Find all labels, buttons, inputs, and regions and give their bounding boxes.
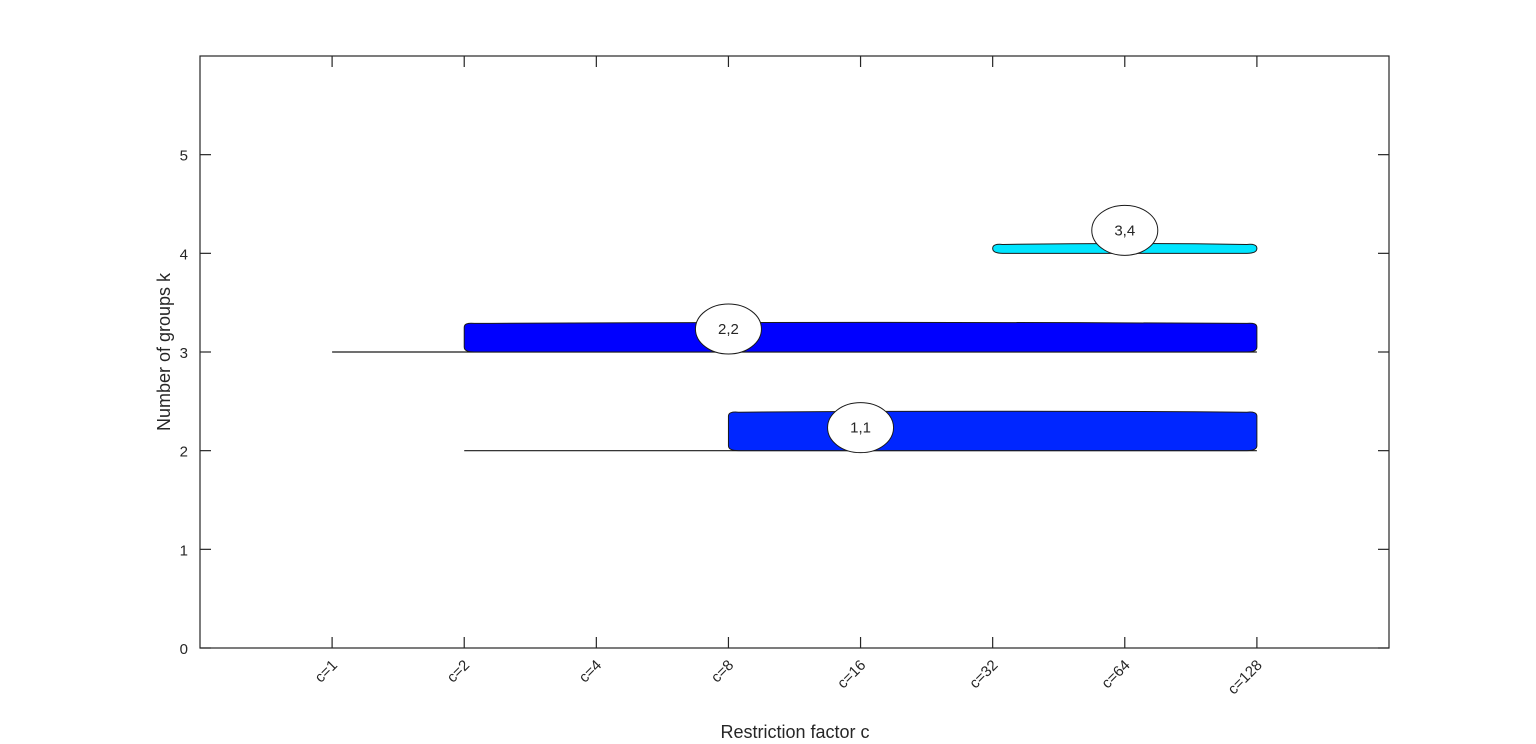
x-axis-label: Restriction factor c	[720, 722, 869, 742]
x-tick-label: c=2	[444, 657, 473, 686]
y-axis-label: Number of groups k	[154, 272, 174, 431]
bar-k2	[727, 410, 1258, 452]
x-tick-label: c=8	[708, 657, 737, 686]
x-tick-label: c=4	[576, 657, 605, 686]
y-tick-label: 4	[180, 246, 188, 263]
x-tick-label: c=64	[1098, 657, 1133, 692]
x-tick-label: c=128	[1224, 657, 1265, 698]
bar-label-ellipse	[1091, 204, 1159, 256]
axis-labels: Restriction factor c Number of groups k	[154, 272, 870, 742]
bar-label-text: 3,4	[1114, 222, 1135, 239]
x-tick-label: c=16	[834, 657, 869, 692]
y-tick-label: 3	[180, 345, 188, 362]
bar-k3	[463, 321, 1258, 353]
bar-label-text: 2,2	[718, 321, 739, 338]
plot-area: 1,1 2,2 3,4	[332, 204, 1258, 454]
bar-label-text: 1,1	[850, 420, 871, 437]
y-tick-label: 1	[180, 542, 188, 559]
y-tick-label: 2	[180, 444, 188, 461]
axes: 0 1 2 3 4 5 c=1 c=2 c=4 c=8 c=16 c=32 c=64 c=128	[180, 55, 1390, 698]
y-tick-label: 5	[180, 148, 188, 165]
x-tick-label: c=1	[312, 657, 341, 686]
bar-label-ellipse	[827, 402, 895, 454]
bar-label-ellipse	[694, 303, 762, 355]
y-tick-label: 0	[180, 641, 188, 658]
x-tick-label: c=32	[966, 657, 1001, 692]
